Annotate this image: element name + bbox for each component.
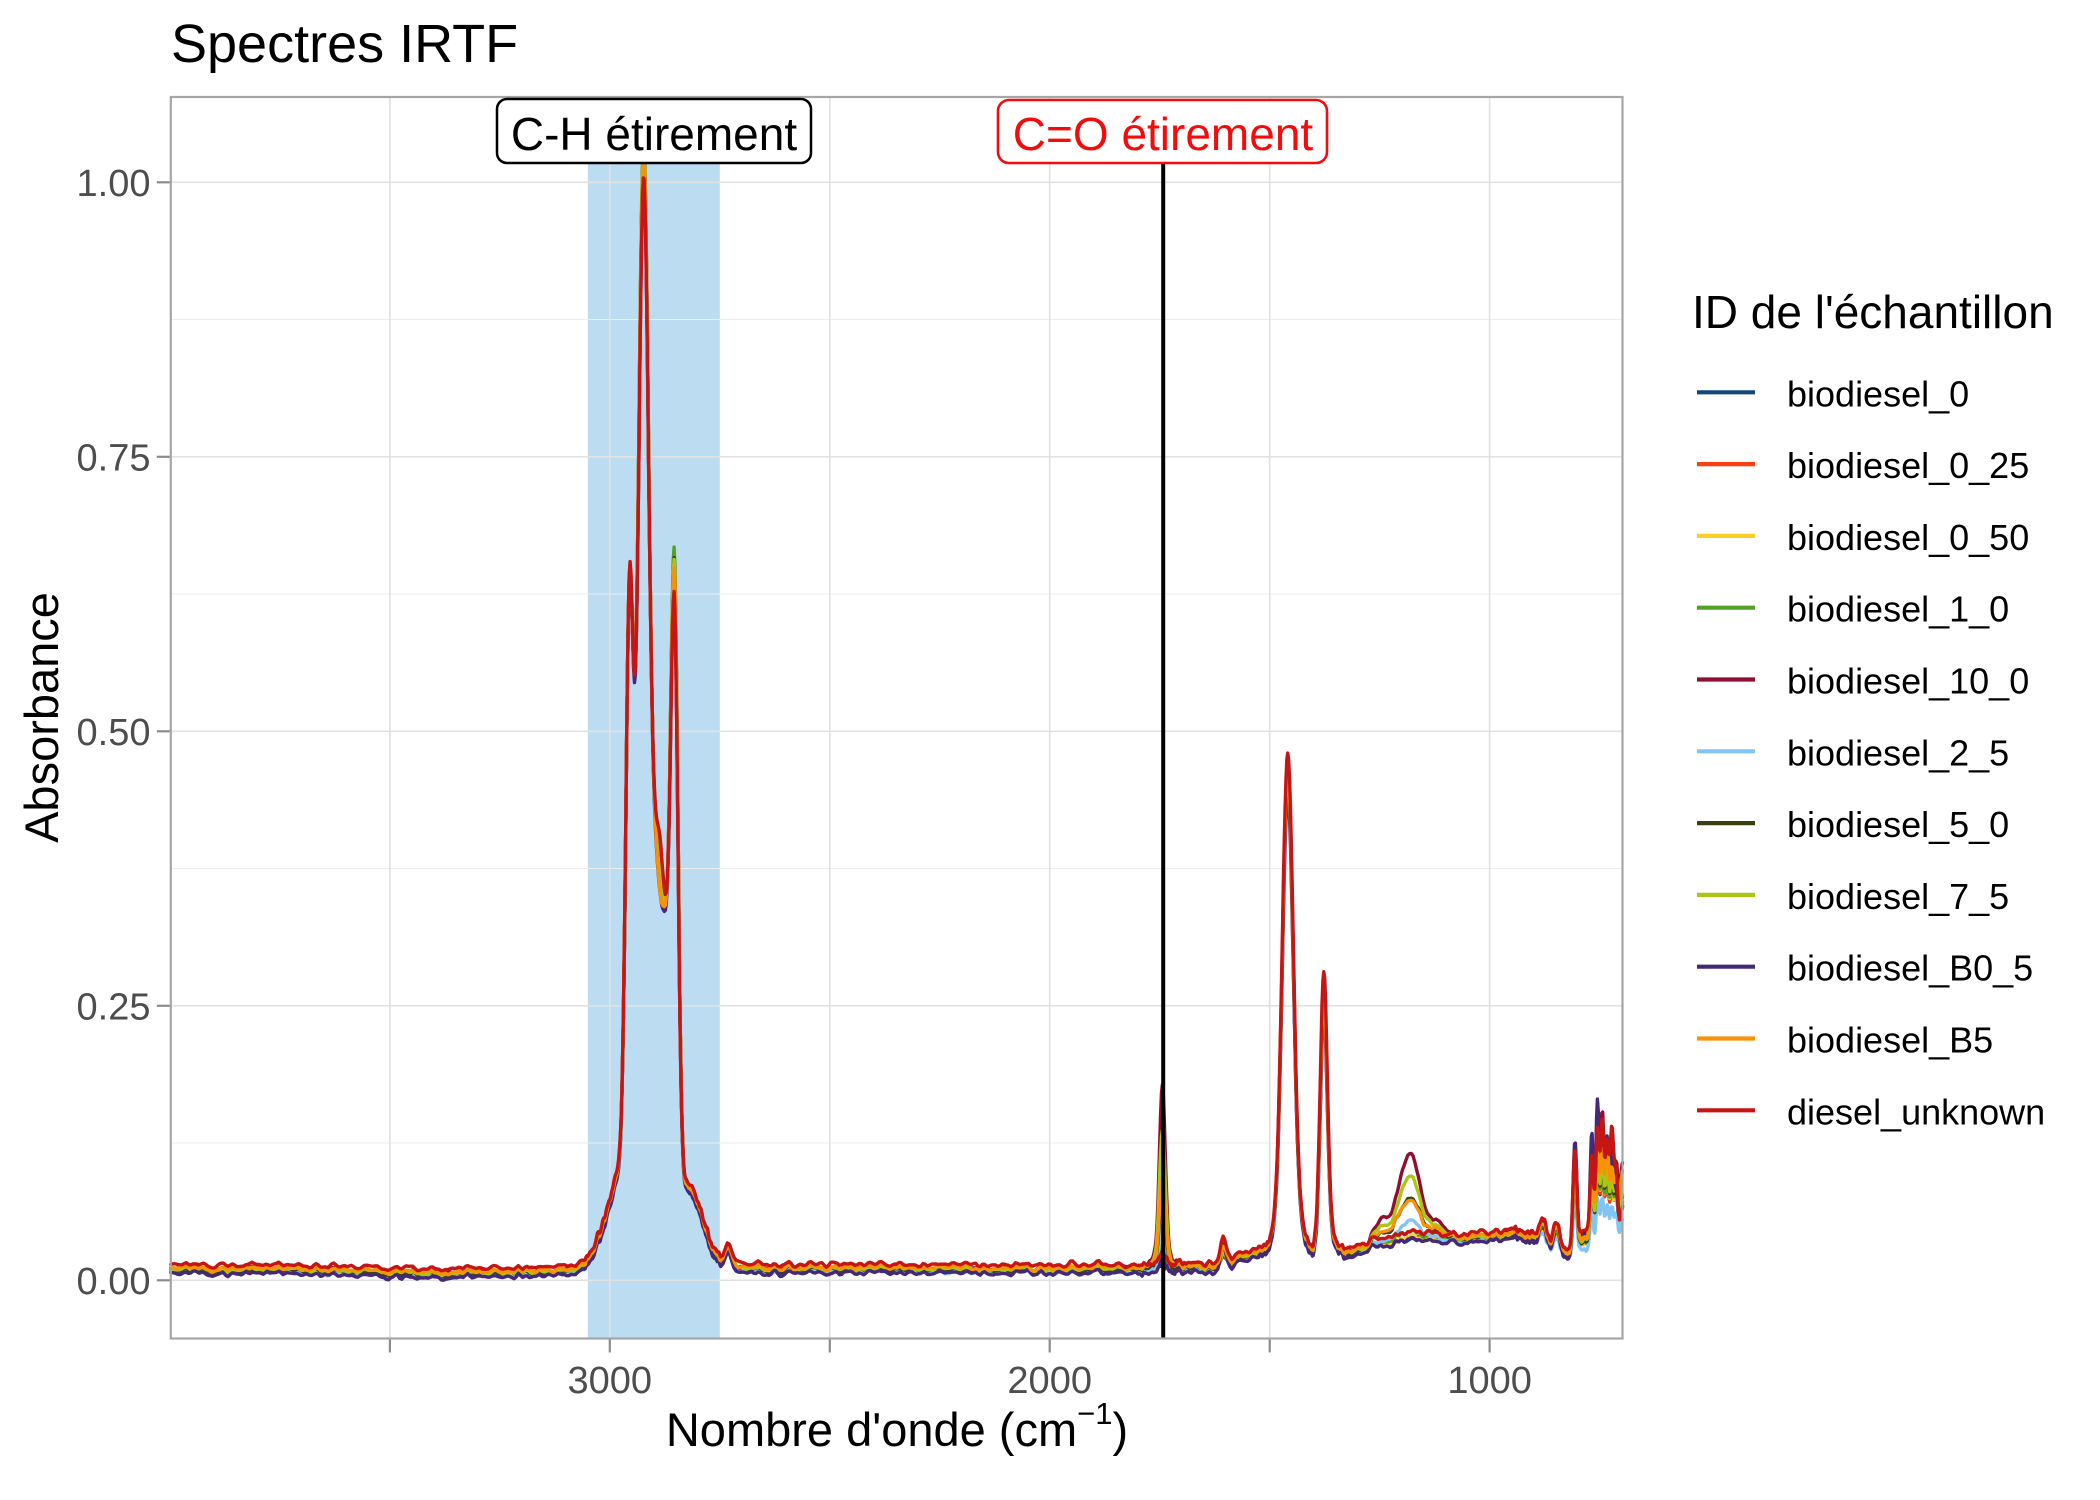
svg-text:Spectres IRTF: Spectres IRTF (171, 14, 518, 74)
svg-text:3000: 3000 (568, 1360, 653, 1402)
svg-text:biodiesel_7_5: biodiesel_7_5 (1787, 876, 2009, 917)
svg-text:biodiesel_0: biodiesel_0 (1787, 373, 1969, 414)
svg-text:1.00: 1.00 (77, 163, 151, 205)
svg-text:1000: 1000 (1447, 1360, 1532, 1402)
svg-text:0.50: 0.50 (77, 712, 151, 754)
svg-text:ID de l'échantillon: ID de l'échantillon (1692, 286, 2054, 338)
svg-text:biodiesel_1_0: biodiesel_1_0 (1787, 589, 2009, 630)
svg-text:biodiesel_5_0: biodiesel_5_0 (1787, 804, 2009, 845)
svg-text:biodiesel_0_50: biodiesel_0_50 (1787, 517, 2029, 558)
svg-text:0.25: 0.25 (77, 986, 151, 1028)
svg-text:biodiesel_B0_5: biodiesel_B0_5 (1787, 948, 2033, 989)
svg-text:2000: 2000 (1007, 1360, 1092, 1402)
svg-text:0.75: 0.75 (77, 437, 151, 479)
svg-text:biodiesel_B5: biodiesel_B5 (1787, 1020, 1993, 1061)
svg-text:Absorbance: Absorbance (15, 592, 68, 843)
svg-text:C-H étirement: C-H étirement (511, 108, 798, 160)
svg-text:0.00: 0.00 (77, 1261, 151, 1303)
svg-text:biodiesel_2_5: biodiesel_2_5 (1787, 732, 2009, 773)
svg-text:biodiesel_0_25: biodiesel_0_25 (1787, 445, 2029, 486)
svg-text:biodiesel_10_0: biodiesel_10_0 (1787, 661, 2029, 702)
svg-text:diesel_unknown: diesel_unknown (1787, 1091, 2045, 1132)
svg-text:Nombre d'onde (cm−1): Nombre d'onde (cm−1) (666, 1396, 1128, 1456)
svg-text:C=O étirement: C=O étirement (1013, 108, 1314, 160)
